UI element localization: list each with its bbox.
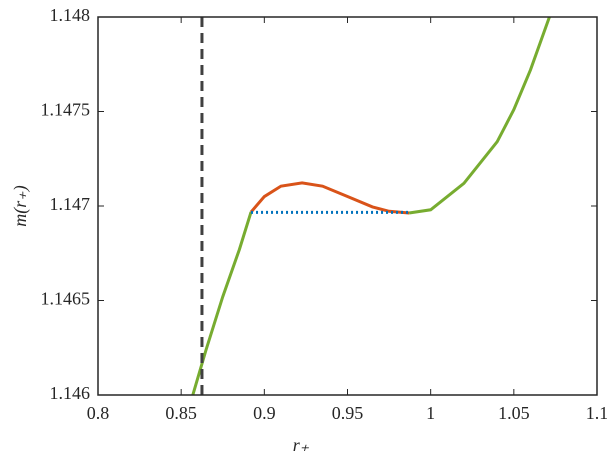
- x-tick-label: 1: [426, 403, 435, 423]
- line: [191, 211, 253, 395]
- x-tick-label: 0.95: [332, 403, 364, 423]
- x-tick-label: 0.8: [87, 403, 110, 423]
- y-tick-label: 1.147: [50, 194, 91, 214]
- plot-frame: [97, 16, 598, 396]
- x-tick-label: 1.1: [586, 403, 607, 423]
- y-tick-label: 1.148: [50, 5, 91, 25]
- line: [408, 17, 551, 215]
- x-axis-label: r₊: [293, 435, 310, 455]
- y-tick-label: 1.1475: [41, 100, 91, 120]
- y-tick-label: 1.146: [50, 383, 91, 403]
- y-tick-label: 1.1465: [41, 289, 91, 309]
- x-tick-label: 0.9: [253, 403, 276, 423]
- x-tick-label: 0.85: [165, 403, 197, 423]
- line: [249, 181, 410, 215]
- x-tick-label: 1.05: [498, 403, 530, 423]
- y-axis-label: m(r₊): [10, 185, 31, 227]
